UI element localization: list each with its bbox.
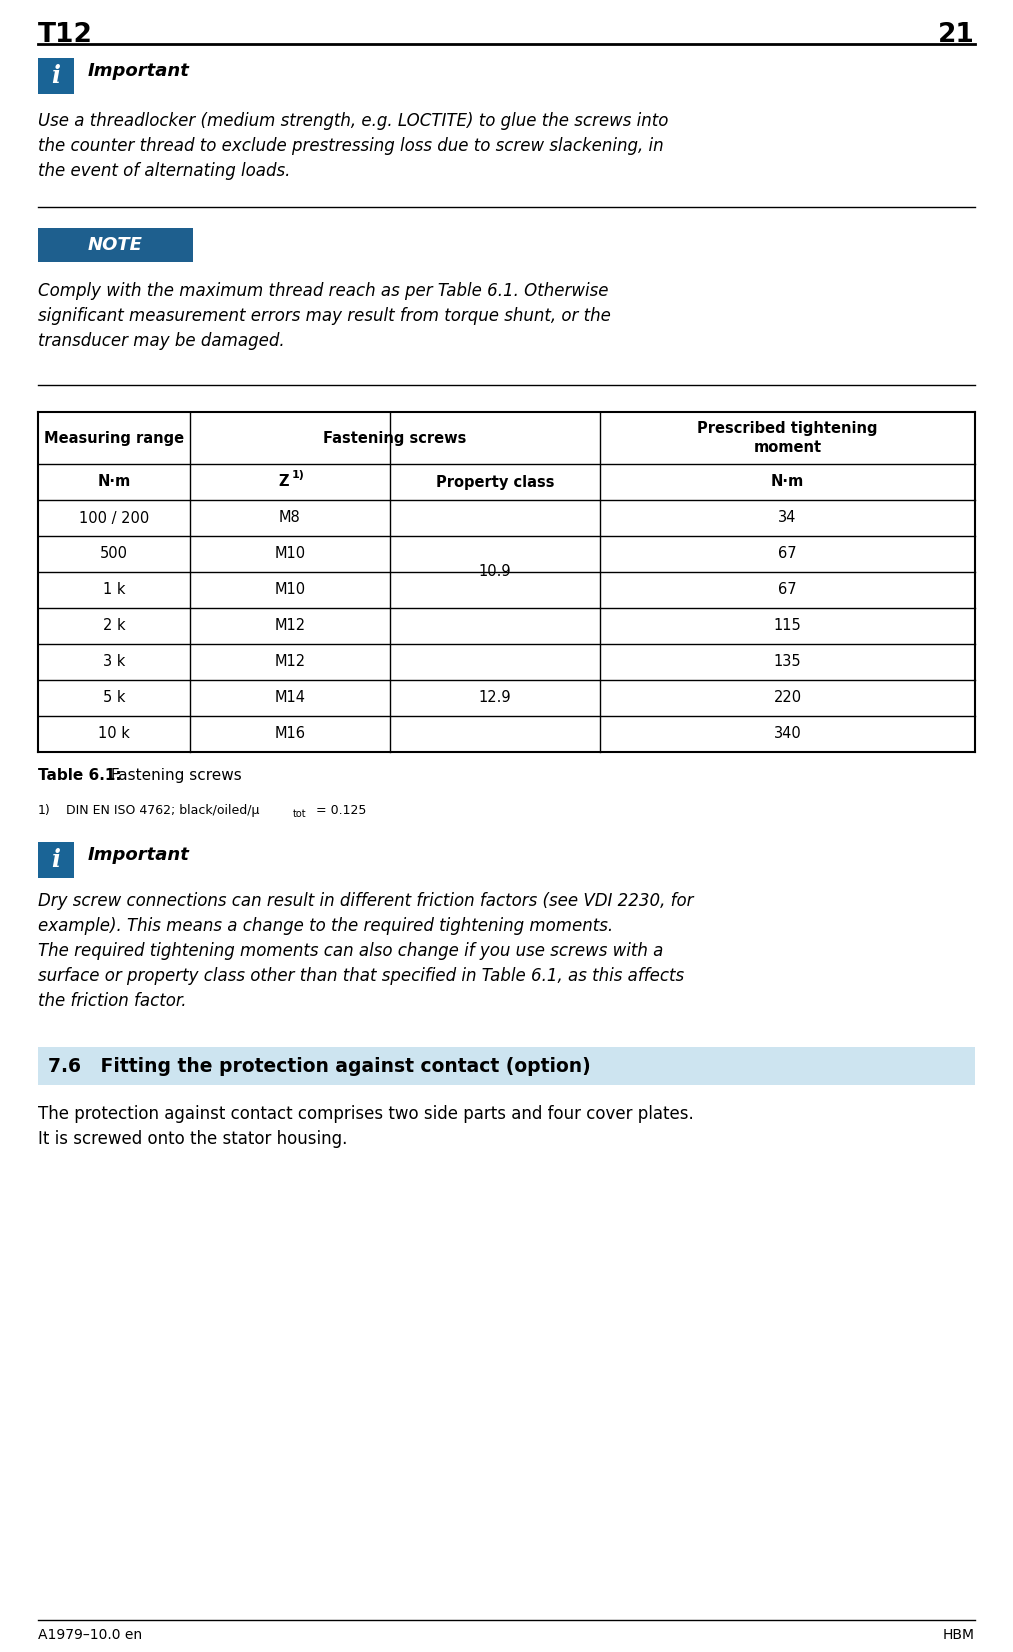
Text: Measuring range: Measuring range: [44, 431, 184, 446]
Text: Important: Important: [88, 63, 189, 79]
Text: N·m: N·m: [97, 474, 131, 489]
Text: 67: 67: [778, 583, 797, 598]
Text: T12: T12: [38, 21, 93, 48]
FancyBboxPatch shape: [38, 58, 74, 94]
Text: 10 k: 10 k: [98, 727, 130, 742]
Text: HBM: HBM: [943, 1627, 975, 1642]
Text: 500: 500: [100, 547, 128, 562]
Text: M10: M10: [275, 547, 306, 562]
Text: M14: M14: [275, 691, 306, 705]
Text: = 0.125: = 0.125: [312, 805, 367, 818]
Text: 135: 135: [774, 654, 801, 669]
Text: M12: M12: [275, 654, 306, 669]
Text: 3 k: 3 k: [102, 654, 126, 669]
Text: A1979–10.0 en: A1979–10.0 en: [38, 1627, 142, 1642]
Text: M12: M12: [275, 618, 306, 633]
Text: Comply with the maximum thread reach as per Table 6.1. Otherwise
significant mea: Comply with the maximum thread reach as …: [38, 282, 611, 350]
Text: 100 / 200: 100 / 200: [79, 510, 149, 525]
Text: Dry screw connections can result in different friction factors (see VDI 2230, fo: Dry screw connections can result in diff…: [38, 892, 694, 1009]
Text: Prescribed tightening
moment: Prescribed tightening moment: [697, 421, 877, 454]
Text: i: i: [52, 847, 61, 872]
Text: Fastening screws: Fastening screws: [323, 431, 467, 446]
Text: The protection against contact comprises two side parts and four cover plates.
I: The protection against contact comprises…: [38, 1105, 694, 1148]
FancyBboxPatch shape: [38, 228, 193, 263]
Text: 1): 1): [292, 471, 305, 481]
Text: 220: 220: [774, 691, 801, 705]
Text: 34: 34: [778, 510, 796, 525]
Text: 1 k: 1 k: [102, 583, 126, 598]
Text: i: i: [52, 64, 61, 88]
Text: 5 k: 5 k: [102, 691, 126, 705]
Text: 21: 21: [938, 21, 975, 48]
Text: M8: M8: [280, 510, 301, 525]
Text: DIN EN ISO 4762; black/oiled/μ: DIN EN ISO 4762; black/oiled/μ: [66, 805, 259, 818]
Text: 2 k: 2 k: [102, 618, 126, 633]
Text: 1): 1): [38, 805, 51, 818]
FancyBboxPatch shape: [38, 843, 74, 877]
Text: NOTE: NOTE: [88, 236, 143, 254]
Text: Z: Z: [279, 474, 290, 489]
Text: M10: M10: [275, 583, 306, 598]
Text: 67: 67: [778, 547, 797, 562]
Text: 340: 340: [774, 727, 801, 742]
Text: Use a threadlocker (medium strength, e.g. LOCTITE) to glue the screws into
the c: Use a threadlocker (medium strength, e.g…: [38, 112, 669, 180]
Text: N·m: N·m: [771, 474, 804, 489]
Text: tot: tot: [293, 809, 307, 819]
Text: Table 6.1:: Table 6.1:: [38, 768, 122, 783]
Text: 10.9: 10.9: [479, 565, 512, 580]
Text: M16: M16: [275, 727, 306, 742]
Text: Fastening screws: Fastening screws: [106, 768, 242, 783]
Text: Important: Important: [88, 846, 189, 864]
Text: 115: 115: [774, 618, 801, 633]
Text: 7.6   Fitting the protection against contact (option): 7.6 Fitting the protection against conta…: [48, 1057, 591, 1075]
Text: Property class: Property class: [436, 474, 554, 489]
Text: 12.9: 12.9: [479, 691, 512, 705]
FancyBboxPatch shape: [38, 1047, 975, 1085]
